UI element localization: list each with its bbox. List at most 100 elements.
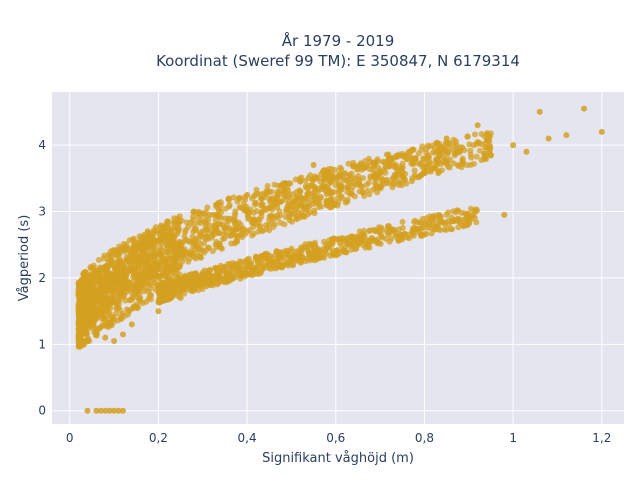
cloud-point xyxy=(440,153,447,160)
cloud-point xyxy=(467,151,474,158)
cloud-point xyxy=(162,248,169,255)
cloud-point xyxy=(246,227,253,234)
cloud-point xyxy=(464,133,471,140)
cloud-point xyxy=(164,237,171,244)
cloud-point xyxy=(195,246,202,253)
data-point xyxy=(443,135,450,142)
cloud-point xyxy=(393,171,400,178)
cloud-point xyxy=(118,284,125,291)
cloud-point xyxy=(434,159,441,166)
cloud-point xyxy=(102,317,109,324)
cloud-point xyxy=(147,296,154,303)
cloud-point xyxy=(371,227,378,234)
data-point xyxy=(164,218,171,225)
cloud-point xyxy=(342,199,349,206)
cloud-point xyxy=(227,271,234,278)
data-point xyxy=(354,238,361,245)
cloud-point xyxy=(274,191,281,198)
cloud-point xyxy=(423,215,430,222)
cloud-point xyxy=(208,273,215,280)
data-point xyxy=(501,211,508,218)
cloud-point xyxy=(130,235,137,242)
cloud-point xyxy=(282,247,289,254)
cloud-point xyxy=(348,246,355,253)
cloud-point xyxy=(455,207,462,214)
cloud-point xyxy=(136,245,143,252)
cloud-point xyxy=(399,168,406,175)
cloud-point xyxy=(286,217,293,224)
x-tick-label: 1 xyxy=(509,431,517,445)
cloud-point xyxy=(219,267,226,274)
data-point xyxy=(430,221,437,228)
cloud-point xyxy=(228,240,235,247)
cloud-point xyxy=(297,188,304,195)
data-point xyxy=(119,407,126,414)
cloud-point xyxy=(334,195,341,202)
cloud-point xyxy=(306,249,313,256)
cloud-point xyxy=(325,171,332,178)
cloud-point xyxy=(349,163,356,170)
cloud-point xyxy=(84,338,91,345)
cloud-point xyxy=(215,220,222,227)
cloud-point xyxy=(391,163,398,170)
cloud-point xyxy=(228,226,235,233)
cloud-point xyxy=(185,223,192,230)
cloud-point xyxy=(398,182,405,189)
cloud-point xyxy=(298,195,305,202)
cloud-point xyxy=(181,281,188,288)
cloud-point xyxy=(90,279,97,286)
cloud-point xyxy=(443,226,450,233)
cloud-point xyxy=(129,305,136,312)
cloud-point xyxy=(108,260,115,267)
cloud-point xyxy=(312,186,319,193)
cloud-point xyxy=(412,155,419,162)
cloud-point xyxy=(143,251,150,258)
cloud-point xyxy=(207,222,214,229)
cloud-point xyxy=(255,216,262,223)
cloud-point xyxy=(194,280,201,287)
cloud-point xyxy=(304,211,311,218)
cloud-point xyxy=(459,155,466,162)
cloud-point xyxy=(209,248,216,255)
data-point xyxy=(146,235,153,242)
cloud-point xyxy=(305,182,312,189)
cloud-point xyxy=(401,176,408,183)
cloud-point xyxy=(156,297,163,304)
cloud-point xyxy=(130,241,137,248)
cloud-point xyxy=(425,142,432,149)
cloud-point xyxy=(467,161,474,168)
cloud-point xyxy=(95,270,102,277)
cloud-point xyxy=(140,279,147,286)
cloud-point xyxy=(320,177,327,184)
cloud-point xyxy=(115,317,122,324)
x-tick-label: 0 xyxy=(66,431,74,445)
cloud-point xyxy=(281,221,288,228)
y-tick-label: 2 xyxy=(38,271,46,285)
cloud-point xyxy=(147,286,154,293)
cloud-point xyxy=(153,227,160,234)
cloud-point xyxy=(205,279,212,286)
cloud-point xyxy=(175,218,182,225)
cloud-point xyxy=(221,225,228,232)
cloud-point xyxy=(481,150,488,157)
cloud-point xyxy=(228,232,235,239)
cloud-point xyxy=(273,248,280,255)
cloud-point xyxy=(344,184,351,191)
cloud-point xyxy=(156,285,163,292)
cloud-point xyxy=(423,220,430,227)
cloud-point xyxy=(116,256,123,263)
cloud-point xyxy=(449,218,456,225)
cloud-point xyxy=(176,264,183,271)
cloud-point xyxy=(317,194,324,201)
cloud-point xyxy=(330,202,337,209)
cloud-point xyxy=(177,289,184,296)
cloud-point xyxy=(305,189,312,196)
cloud-point xyxy=(144,274,151,281)
cloud-point xyxy=(431,145,438,152)
cloud-point xyxy=(151,265,158,272)
cloud-point xyxy=(385,224,392,231)
cloud-point xyxy=(79,303,86,310)
cloud-point xyxy=(411,217,418,224)
cloud-point xyxy=(188,285,195,292)
cloud-point xyxy=(121,288,128,295)
